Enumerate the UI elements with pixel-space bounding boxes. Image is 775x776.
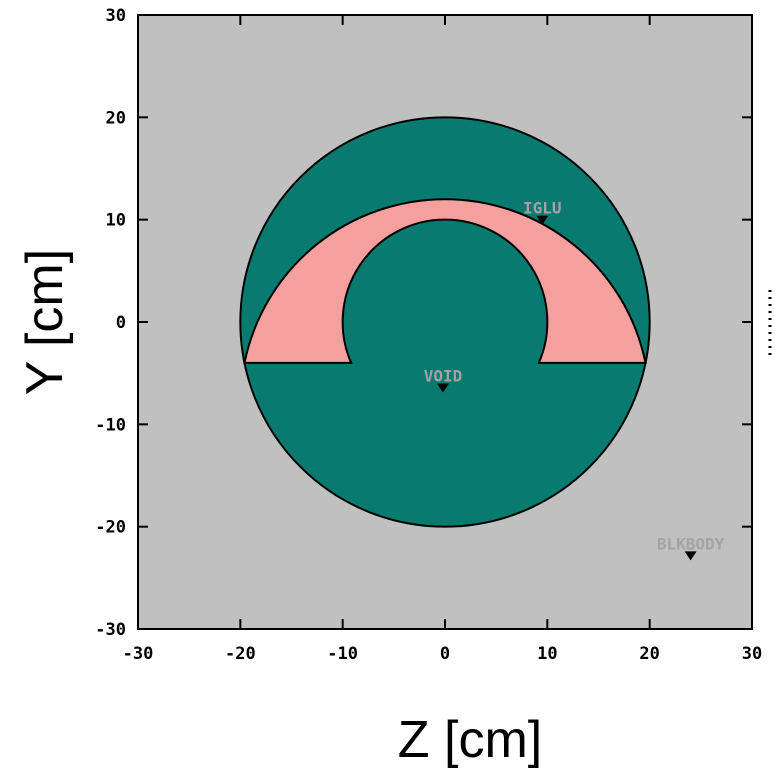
iglu-region <box>243 198 647 364</box>
x-tick-label: 20 <box>639 644 659 664</box>
region-marker-void <box>436 383 449 393</box>
x-tick-label: -20 <box>225 644 256 664</box>
x-tick-label: 30 <box>742 644 762 664</box>
y-tick-label: 10 <box>106 211 126 231</box>
y-tick-label: -10 <box>95 415 126 435</box>
geometry-shapes <box>239 116 651 528</box>
region-marker-iglu <box>536 215 549 225</box>
axis-ticks: -30 -20 -10 0 10 20 30 30 20 10 0 -10 -20 -30 <box>95 6 762 664</box>
y-tick-label: 30 <box>106 6 126 26</box>
y-tick-label: 20 <box>106 108 126 128</box>
x-tick-label: -30 <box>123 644 154 664</box>
y-axis-title: Y [cm] <box>16 249 74 395</box>
y-tick-label: -20 <box>95 518 126 538</box>
x-tick-label: -10 <box>327 644 358 664</box>
region-label-iglu: IGLU <box>523 199 562 218</box>
region-label-blkbody: BLKBODY <box>657 534 725 553</box>
region-markers: IGLU VOID BLKBODY <box>424 199 725 561</box>
x-axis-title: Z [cm] <box>398 711 542 769</box>
outer-circle-void <box>239 116 651 528</box>
region-marker-blkbody <box>684 551 697 561</box>
region-label-void: VOID <box>424 367 463 386</box>
x-tick-label: 0 <box>440 644 450 664</box>
y-tick-label: 0 <box>116 313 126 333</box>
x-tick-label: 10 <box>537 644 557 664</box>
y-tick-label: -30 <box>95 620 126 640</box>
